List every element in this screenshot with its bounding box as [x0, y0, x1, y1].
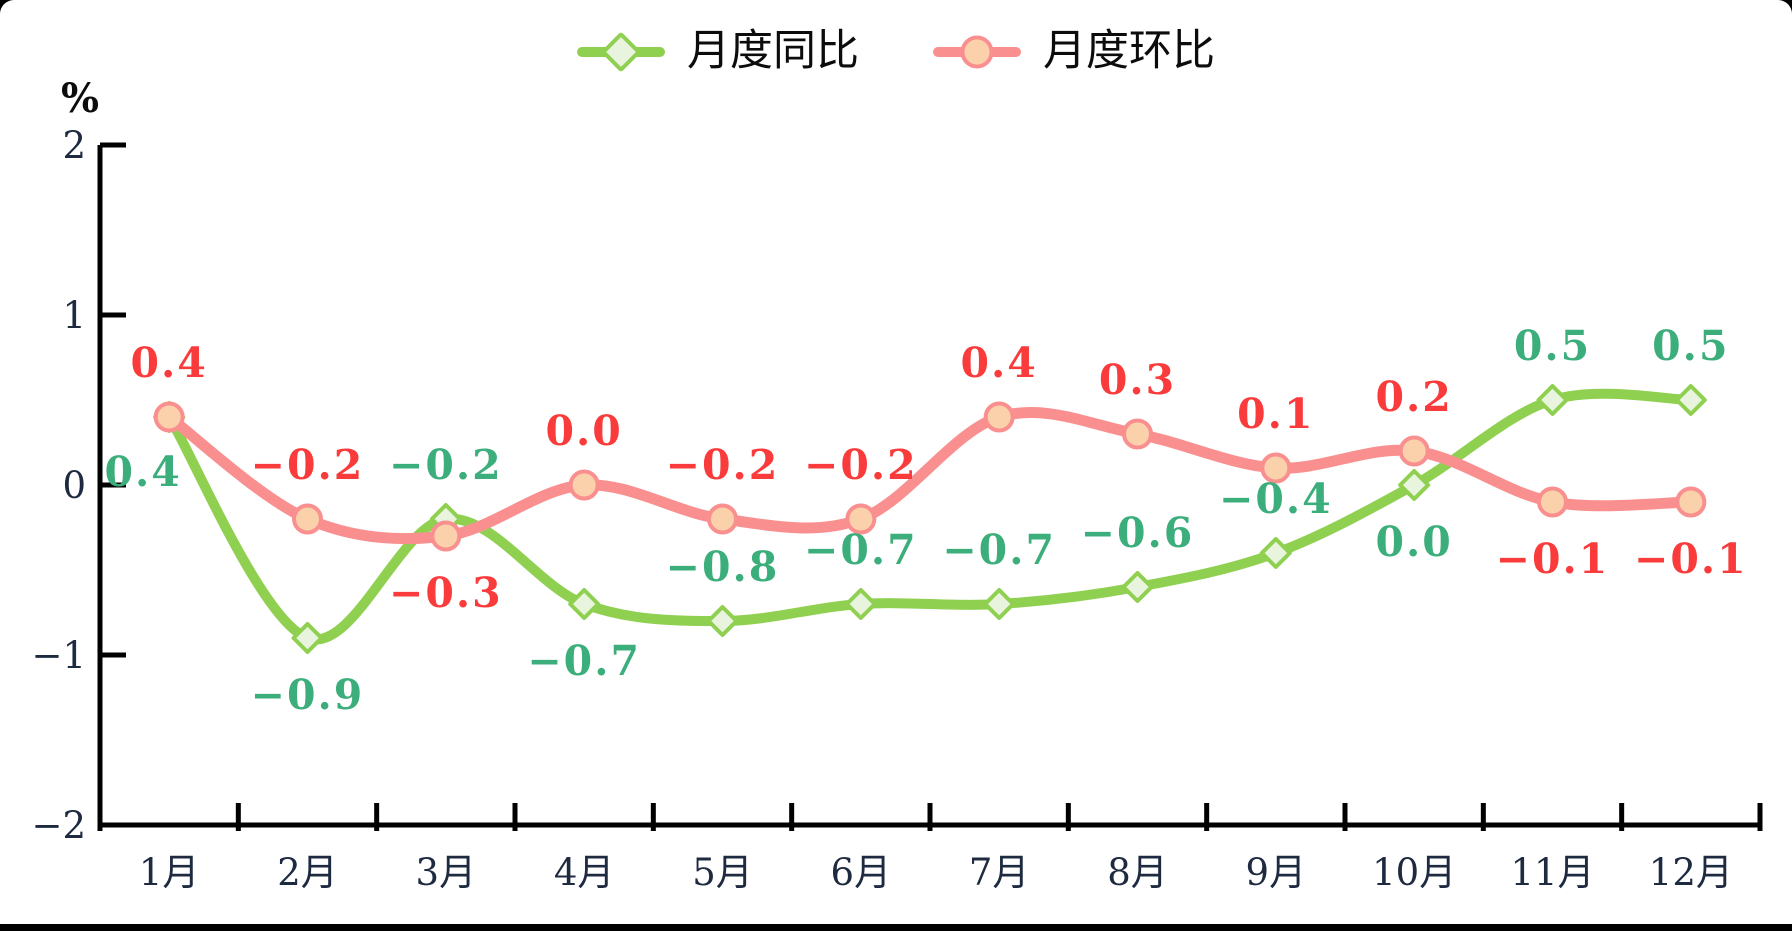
diamond-marker-icon [1674, 384, 1707, 416]
chart-legend: 月度同比 月度环比 [0, 30, 1792, 73]
data-label-mom: −0.1 [1496, 535, 1610, 583]
data-label-mom: 0.2 [1375, 373, 1452, 421]
legend-item-mom: 月度环比 [933, 30, 1215, 73]
circle-marker-icon [1122, 418, 1153, 450]
x-tick-label: 4月 [554, 851, 615, 894]
diamond-marker-icon [1536, 384, 1569, 416]
x-tick-label: 10月 [1372, 851, 1456, 894]
x-tick-label: 11月 [1510, 851, 1594, 894]
diamond-marker-icon [983, 588, 1016, 620]
data-label-yoy: 0.5 [1514, 322, 1591, 370]
mom-line-swatch [933, 35, 1021, 68]
x-tick-label: 1月 [139, 851, 200, 894]
legend-label-yoy: 月度同比 [687, 26, 859, 76]
diamond-marker-icon [1259, 537, 1292, 569]
circle-marker-icon [983, 401, 1015, 433]
x-tick-label: 6月 [831, 851, 892, 894]
circle-marker-icon [1260, 452, 1292, 484]
yoy-line-swatch [577, 30, 665, 73]
diamond-marker-icon [600, 30, 642, 73]
x-tick-label: 8月 [1107, 851, 1168, 894]
circle-marker-icon [430, 520, 462, 552]
circle-marker-icon [292, 503, 323, 535]
x-tick-label: 2月 [277, 851, 338, 894]
data-label-yoy: −0.7 [942, 526, 1056, 574]
data-label-yoy: −0.4 [1219, 475, 1333, 523]
circle-marker-icon [707, 503, 738, 535]
diamond-marker-icon [844, 588, 877, 620]
circle-marker-icon [1675, 486, 1707, 518]
data-label-mom: 0.0 [545, 407, 622, 455]
data-label-mom: −0.1 [1634, 535, 1748, 583]
data-label-mom: 0.4 [960, 339, 1037, 387]
diamond-marker-icon [706, 605, 739, 637]
data-label-yoy: −0.7 [804, 526, 918, 574]
x-tick-label: 12月 [1649, 851, 1733, 894]
data-label-yoy: 0.4 [104, 448, 181, 496]
circle-marker-icon [153, 401, 185, 433]
circle-marker-icon [960, 35, 994, 68]
diamond-marker-icon [291, 622, 324, 654]
data-label-yoy: −0.7 [527, 637, 641, 685]
data-label-yoy: −0.8 [666, 543, 780, 591]
x-tick-label: 7月 [969, 851, 1030, 894]
legend-item-yoy: 月度同比 [577, 30, 859, 73]
y-tick-label: −2 [31, 804, 86, 847]
y-tick-label: −1 [31, 634, 86, 677]
diamond-marker-icon [1121, 571, 1154, 603]
data-label-mom: 0.3 [1099, 356, 1176, 404]
diamond-marker-icon [568, 588, 601, 620]
y-tick-label: 0 [62, 464, 86, 507]
x-tick-label: 3月 [416, 851, 477, 894]
y-tick-label: 1 [62, 294, 86, 337]
x-tick-label: 9月 [1246, 851, 1307, 894]
legend-label-mom: 月度环比 [1043, 26, 1215, 76]
data-label-mom: −0.3 [389, 569, 503, 617]
data-label-mom: −0.2 [251, 441, 365, 489]
y-tick-label: 2 [62, 124, 86, 167]
x-tick-label: 5月 [692, 851, 753, 894]
data-label-yoy: 0.5 [1652, 322, 1729, 370]
data-label-yoy: −0.6 [1081, 509, 1195, 557]
circle-marker-icon [1398, 435, 1430, 467]
data-label-yoy: −0.2 [389, 441, 503, 489]
data-label-mom: −0.2 [666, 441, 780, 489]
data-label-mom: 0.4 [130, 339, 207, 387]
circle-marker-icon [845, 503, 877, 535]
circle-marker-icon [1537, 486, 1568, 518]
circle-marker-icon [568, 469, 600, 501]
y-axis-unit-label: % [61, 75, 99, 122]
data-label-yoy: −0.9 [251, 671, 365, 719]
diamond-marker-icon [1398, 469, 1431, 501]
data-label-mom: −0.2 [804, 441, 918, 489]
data-label-mom: 0.1 [1237, 390, 1314, 438]
data-label-yoy: 0.0 [1375, 518, 1452, 566]
bottom-border [0, 924, 1792, 931]
